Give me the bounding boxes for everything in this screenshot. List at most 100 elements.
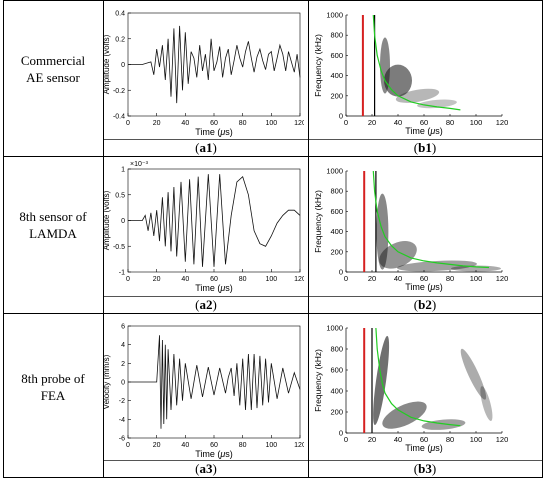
spectrogram-energy <box>397 260 477 272</box>
y-tick-label: -0.4 <box>113 114 125 121</box>
x-axis-label: Time (μs) <box>195 127 233 137</box>
y-tick-label: 600 <box>330 366 343 375</box>
table-bottom-rule <box>3 477 543 478</box>
dispersion-curve <box>375 327 461 427</box>
chart-a2-waveform: 0 20 40 60 80 100 120 1 0.5 0 -0.5 -1 Time (μs) Ampli… <box>104 161 304 293</box>
y-tick-label: 200 <box>330 91 343 100</box>
x-tick-label: 60 <box>420 435 428 444</box>
y-tick-label: 0 <box>121 62 125 69</box>
row-label-commercial: Commercial AE sensor <box>3 52 103 86</box>
caption-b3: (b3) <box>413 461 437 476</box>
caption-rule-3 <box>103 460 543 461</box>
x-tick-label: 20 <box>368 274 376 283</box>
x-tick-label: 0 <box>344 435 348 444</box>
y-tick-label: 1000 <box>326 324 343 333</box>
plot-frame <box>127 168 301 273</box>
column-rule-1 <box>103 0 104 478</box>
y-tick-label: 600 <box>330 207 343 216</box>
axis-exponent: ×10⁻³ <box>130 161 149 168</box>
y-tick-label: 4 <box>121 342 125 349</box>
table-top-rule <box>3 0 543 1</box>
caption-b2: (b2) <box>413 297 437 312</box>
x-tick-label: 100 <box>265 276 277 283</box>
plot-frame <box>127 12 301 117</box>
y-tick-label: 0 <box>339 268 343 277</box>
caption-rule-1 <box>103 139 543 140</box>
y-tick-label: 0 <box>339 112 343 121</box>
x-tick-label: 80 <box>446 435 454 444</box>
y-tick-label: 1000 <box>326 11 343 20</box>
y-axis-label: Frequency (kHz) <box>313 349 323 412</box>
x-tick-label: 0 <box>126 120 130 127</box>
x-tick-label: 80 <box>239 442 247 449</box>
caption-a1: (a1) <box>195 140 217 155</box>
x-tick-label: 100 <box>470 118 483 127</box>
x-tick-label: 80 <box>446 274 454 283</box>
x-axis-label: Time (μs) <box>195 283 233 293</box>
x-tick-label: 40 <box>394 274 402 283</box>
waveform-line <box>128 25 301 104</box>
spectrogram-energy <box>421 419 466 430</box>
y-tick-label: 200 <box>330 408 343 417</box>
figure-table: Commercial AE sensor 8th sensor of LAMDA… <box>3 0 543 478</box>
x-tick-label: 60 <box>420 274 428 283</box>
waveform-line <box>128 335 301 429</box>
dispersion-curve <box>372 170 490 269</box>
x-tick-label: 80 <box>446 118 454 127</box>
y-tick-label: -6 <box>119 436 125 443</box>
caption-rule-2 <box>103 296 543 297</box>
y-tick-label: 0 <box>121 218 125 225</box>
row-label-line: 8th sensor of <box>19 209 87 224</box>
x-tick-label: 20 <box>153 276 161 283</box>
y-tick-label: -4 <box>119 417 125 424</box>
table-left-rule <box>3 0 4 478</box>
y-tick-label: -1 <box>119 270 125 277</box>
x-axis-label: Time (μs) <box>405 126 443 136</box>
spectrogram-energy <box>380 37 390 94</box>
x-tick-label: 80 <box>239 120 247 127</box>
x-tick-label: 40 <box>181 442 189 449</box>
x-tick-label: 60 <box>210 120 218 127</box>
x-tick-label: 0 <box>344 118 348 127</box>
chart-b2-spectrogram: 0 20 40 60 80 100 120 1000 800 600 400 200 0 Time (μs… <box>313 167 508 293</box>
x-tick-label: 40 <box>394 118 402 127</box>
y-axis-label: Frequency (kHz) <box>313 34 323 97</box>
x-tick-label: 100 <box>265 120 277 127</box>
y-tick-label: 800 <box>330 345 343 354</box>
y-tick-label: 200 <box>330 247 343 256</box>
y-tick-label: 600 <box>330 51 343 60</box>
x-tick-label: 0 <box>126 442 130 449</box>
x-tick-label: 40 <box>181 120 189 127</box>
row-label-line: 8th probe of <box>21 371 85 386</box>
x-tick-label: 100 <box>470 274 483 283</box>
y-tick-label: 400 <box>330 387 343 396</box>
row-label-line: FEA <box>40 388 66 403</box>
x-tick-label: 100 <box>470 435 483 444</box>
x-axis-label: Time (μs) <box>405 443 443 453</box>
row-rule-1 <box>3 156 543 157</box>
x-tick-label: 20 <box>153 442 161 449</box>
y-tick-label: 0.2 <box>115 36 125 43</box>
y-tick-label: 800 <box>330 31 343 40</box>
row-label-fea: 8th probe of FEA <box>3 370 103 404</box>
x-tick-label: 80 <box>239 276 247 283</box>
x-tick-label: 100 <box>265 442 277 449</box>
spectrogram-energy <box>417 99 457 109</box>
y-tick-label: 1000 <box>326 167 343 176</box>
x-tick-label: 120 <box>496 435 509 444</box>
x-tick-label: 40 <box>181 276 189 283</box>
table-right-rule <box>542 0 543 478</box>
spectrogram-energy <box>460 348 487 400</box>
waveform-line <box>128 174 301 267</box>
caption-b1: (b1) <box>413 140 437 155</box>
y-tick-label: -2 <box>119 398 125 405</box>
x-axis-label: Time (μs) <box>405 282 443 292</box>
caption-a3: (a3) <box>195 461 217 476</box>
y-tick-label: -0.2 <box>113 88 125 95</box>
chart-a1-waveform: 0 20 40 60 80 100 120 0.4 0.2 0 -0.2 -0.4 Time (μs) A… <box>104 11 304 138</box>
y-tick-label: 1 <box>121 167 125 174</box>
x-tick-label: 120 <box>496 118 509 127</box>
y-axis-label: Amplitude (volts) <box>104 190 111 250</box>
spectrogram-energy <box>382 401 427 429</box>
